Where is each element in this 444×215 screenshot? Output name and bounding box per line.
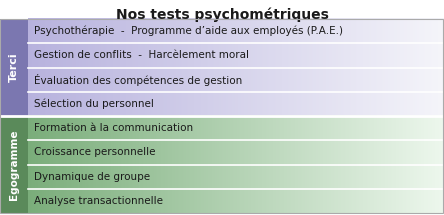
Text: Terci: Terci <box>9 53 19 82</box>
Text: Croissance personnelle: Croissance personnelle <box>34 147 155 157</box>
Text: Analyse transactionnelle: Analyse transactionnelle <box>34 196 163 206</box>
Text: Évaluation des compétences de gestion: Évaluation des compétences de gestion <box>34 74 242 86</box>
Bar <box>0 116 28 213</box>
Text: Dynamique de groupe: Dynamique de groupe <box>34 172 150 182</box>
Text: Gestion de conflits  -  Harcèlement moral: Gestion de conflits - Harcèlement moral <box>34 50 249 60</box>
Text: Formation à la communication: Formation à la communication <box>34 123 193 133</box>
Bar <box>0 19 28 116</box>
Text: Nos tests psychométriques: Nos tests psychométriques <box>115 7 329 22</box>
Text: Psychothérapie  -  Programme d’aide aux employés (P.A.E.): Psychothérapie - Programme d’aide aux em… <box>34 26 343 36</box>
Text: Sélection du personnel: Sélection du personnel <box>34 99 154 109</box>
Text: Egogramme: Egogramme <box>9 129 19 200</box>
